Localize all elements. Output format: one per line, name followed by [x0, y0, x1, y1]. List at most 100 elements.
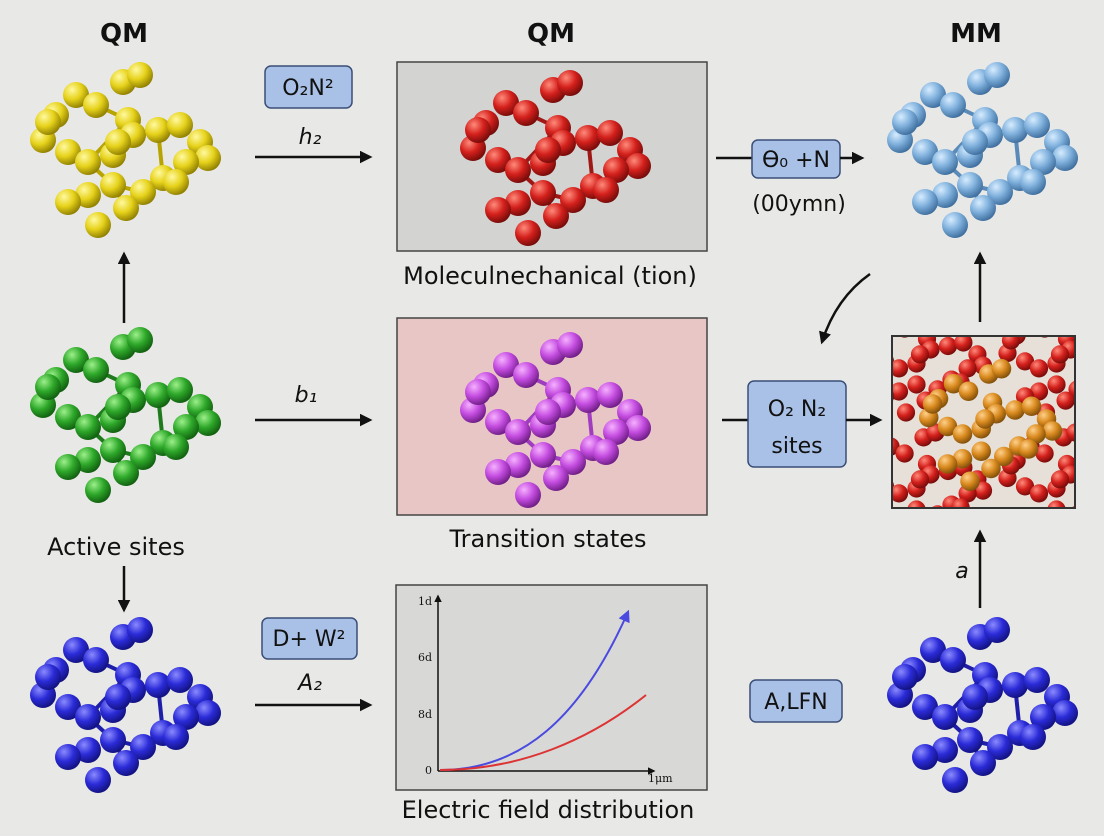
atom [1019, 439, 1039, 459]
atom [85, 767, 111, 793]
atom [1020, 169, 1046, 195]
atom [942, 767, 968, 793]
arrow-label: (00ymn) [752, 192, 846, 217]
atom [597, 120, 623, 146]
caption: Electric field distribution [402, 796, 695, 824]
atom [575, 387, 601, 413]
atom [100, 172, 126, 198]
atom [35, 109, 61, 135]
atom [127, 617, 153, 643]
y-label: 8d [418, 708, 432, 721]
arrow-label: h₂ [299, 125, 322, 150]
atom [940, 647, 966, 673]
atom [163, 169, 189, 195]
atom [984, 62, 1010, 88]
box-label: O₂N² [282, 76, 333, 101]
atom [113, 750, 139, 776]
atom [897, 403, 915, 421]
atom [530, 442, 556, 468]
atom [1030, 359, 1048, 377]
header: QM [100, 19, 148, 49]
atom [575, 125, 601, 151]
atom [35, 664, 61, 690]
arrow-label: b₁ [295, 383, 318, 408]
atom [515, 220, 541, 246]
atom [167, 112, 193, 138]
atom [1002, 672, 1028, 698]
atom [195, 410, 221, 436]
atom [1020, 724, 1046, 750]
atom [100, 727, 126, 753]
atom [127, 62, 153, 88]
atom [911, 345, 929, 363]
atom [75, 414, 101, 440]
atom [923, 394, 943, 414]
atom [625, 153, 651, 179]
atom [113, 195, 139, 221]
atom [932, 704, 958, 730]
atom [892, 109, 918, 135]
y-label: 6d [418, 651, 432, 664]
atom [505, 157, 531, 183]
header: QM [527, 19, 575, 49]
atom [896, 444, 914, 462]
atom [970, 750, 996, 776]
atom [145, 382, 171, 408]
atom [1002, 117, 1028, 143]
atom [1030, 484, 1048, 502]
atom [1043, 421, 1063, 441]
atom [557, 70, 583, 96]
atom [530, 180, 556, 206]
atom [970, 195, 996, 221]
atom [962, 684, 988, 710]
atom [1022, 397, 1042, 417]
atom [145, 672, 171, 698]
atom [127, 327, 153, 353]
atom [911, 470, 929, 488]
atom [942, 212, 968, 238]
box-label: A,LFN [764, 690, 827, 715]
atom [957, 727, 983, 753]
atom [465, 117, 491, 143]
atom [35, 374, 61, 400]
atom [992, 359, 1012, 379]
atom [485, 459, 511, 485]
atom [593, 177, 619, 203]
atom [597, 382, 623, 408]
atom [83, 357, 109, 383]
atom [163, 724, 189, 750]
box-label: Ө₀ +N [762, 148, 830, 173]
atom [1036, 444, 1054, 462]
atom [105, 129, 131, 155]
atom [465, 379, 491, 405]
atom [957, 172, 983, 198]
atom [984, 617, 1010, 643]
atom [1057, 392, 1075, 410]
atom [85, 212, 111, 238]
atom [163, 434, 189, 460]
atom [1051, 470, 1069, 488]
atom [513, 362, 539, 388]
atom [960, 472, 980, 492]
atom [962, 129, 988, 155]
y-label: 0 [425, 764, 432, 777]
x-label: 1μm [648, 772, 673, 785]
atom [981, 459, 1001, 479]
atom [1047, 375, 1065, 393]
atom [75, 704, 101, 730]
arrow-label: a [955, 559, 968, 584]
atom [515, 482, 541, 508]
caption: Active sites [47, 533, 185, 561]
atom [83, 92, 109, 118]
atom [892, 664, 918, 690]
atom [953, 424, 973, 444]
atom [593, 439, 619, 465]
atom [1024, 667, 1050, 693]
atom [543, 465, 569, 491]
atom [1005, 400, 1025, 420]
caption: Transition states [449, 525, 647, 553]
atom [55, 189, 81, 215]
atom [55, 744, 81, 770]
atom [105, 684, 131, 710]
